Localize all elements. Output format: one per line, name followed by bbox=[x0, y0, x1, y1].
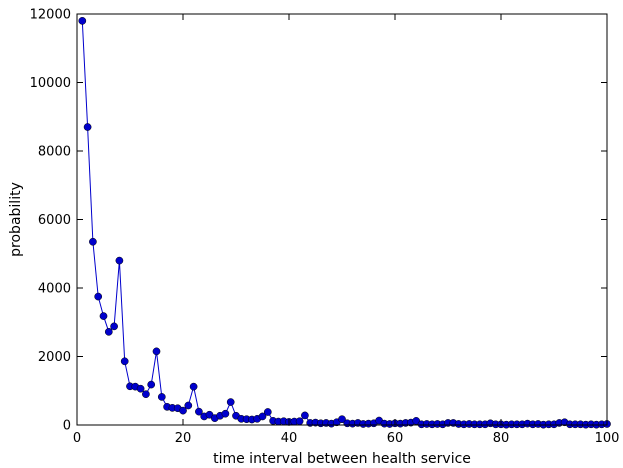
data-point bbox=[338, 415, 346, 424]
data-point bbox=[104, 327, 113, 336]
y-tick-label: 8000 bbox=[38, 145, 71, 160]
y-tick-label: 2000 bbox=[38, 350, 71, 365]
axes-frame bbox=[76, 13, 608, 426]
y-tick-label: 10000 bbox=[30, 76, 71, 91]
data-point bbox=[221, 409, 230, 418]
data-point bbox=[179, 406, 187, 415]
x-axis-label: time interval between health service bbox=[213, 451, 471, 467]
data-point bbox=[184, 401, 193, 410]
y-tick-label: 0 bbox=[63, 419, 71, 434]
plot-layer bbox=[78, 17, 611, 429]
y-tick-label: 12000 bbox=[30, 8, 71, 23]
data-point bbox=[99, 312, 108, 320]
data-point bbox=[147, 380, 156, 389]
data-point bbox=[120, 357, 129, 366]
x-tick-label: 80 bbox=[493, 431, 510, 446]
data-point bbox=[142, 390, 150, 399]
data-point bbox=[136, 384, 145, 393]
data-point bbox=[295, 417, 304, 426]
y-tick-label: 6000 bbox=[38, 213, 71, 228]
data-point bbox=[110, 322, 118, 331]
data-point bbox=[78, 17, 87, 25]
y-tick-label: 4000 bbox=[38, 282, 71, 297]
ticks-layer: 0 20 40 60 80 100 0 2000 4000 6000 8000 10000 12000 bbox=[30, 8, 620, 447]
y-axis-label: probability bbox=[8, 182, 24, 257]
series-line bbox=[81, 20, 608, 426]
data-point bbox=[226, 398, 235, 406]
data-point bbox=[301, 411, 309, 420]
data-point bbox=[157, 393, 166, 401]
data-point bbox=[115, 256, 124, 265]
data-point bbox=[152, 347, 161, 356]
x-tick-label: 20 bbox=[175, 431, 192, 446]
x-tick-label: 60 bbox=[387, 431, 404, 446]
data-point bbox=[89, 237, 97, 246]
x-tick-label: 40 bbox=[281, 431, 298, 446]
x-tick-label: 0 bbox=[73, 431, 81, 446]
data-point bbox=[195, 407, 203, 416]
data-point bbox=[258, 412, 267, 421]
data-point bbox=[94, 292, 103, 301]
data-point bbox=[189, 382, 198, 391]
x-tick-label: 100 bbox=[595, 431, 620, 446]
data-point bbox=[83, 123, 92, 131]
data-point bbox=[263, 408, 272, 416]
